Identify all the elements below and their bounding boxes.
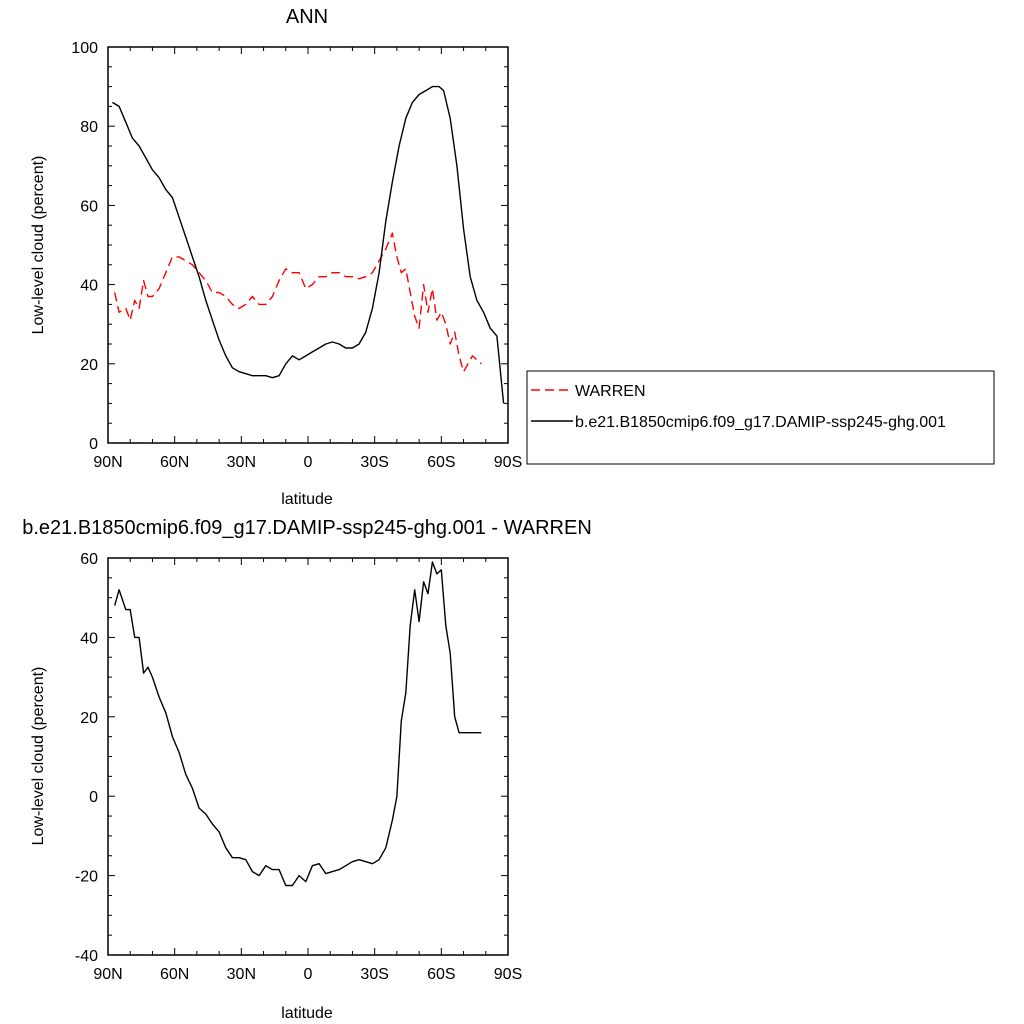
- bottom-x-tick-label: 30S: [360, 966, 388, 983]
- top-x-tick-label: 60N: [160, 454, 189, 471]
- top-y-tick-label: 100: [71, 40, 98, 57]
- bottom-x-axis-label: latitude: [281, 1005, 333, 1022]
- top-x-tick-label: 60S: [427, 454, 455, 471]
- top-series-line-model: [112, 85, 505, 404]
- bottom-x-tick-label: 30N: [227, 966, 256, 983]
- top-tick-labels: 90N 60N 30N 0 30S 60S 90S 0 20 40 60 80 100: [71, 40, 522, 471]
- bottom-y-axis-label: Low-level cloud (percent): [30, 667, 47, 846]
- legend-label-warren: WARREN: [575, 383, 646, 400]
- legend-label-model: b.e21.B1850cmip6.f09_g17.DAMIP-ssp245-gh…: [575, 414, 946, 431]
- bottom-axis-ticks: [107, 557, 509, 956]
- top-x-tick-label: 90N: [93, 454, 122, 471]
- legend: WARREN b.e21.B1850cmip6.f09_g17.DAMIP-ss…: [526, 370, 995, 465]
- bottom-plot-frame: [107, 557, 509, 956]
- top-y-tick-label: 60: [80, 198, 98, 215]
- top-y-tick-label: 20: [80, 357, 98, 374]
- bottom-series-line-difference: [114, 561, 482, 887]
- top-chart-title: ANN: [286, 6, 328, 28]
- top-series-lines: [112, 85, 505, 404]
- bottom-x-tick-label: 0: [304, 966, 313, 983]
- top-x-tick-label: 30S: [360, 454, 388, 471]
- bottom-chart-title: b.e21.B1850cmip6.f09_g17.DAMIP-ssp245-gh…: [22, 517, 592, 539]
- top-y-tick-label: 40: [80, 278, 98, 295]
- legend-box: [526, 370, 995, 465]
- bottom-x-tick-label: 60N: [160, 966, 189, 983]
- top-x-tick-label: 0: [304, 454, 313, 471]
- bottom-series-lines: [114, 561, 482, 887]
- bottom-y-tick-label: 20: [80, 710, 98, 727]
- bottom-y-tick-label: 40: [80, 630, 98, 647]
- bottom-panel: b.e21.B1850cmip6.f09_g17.DAMIP-ssp245-gh…: [22, 517, 592, 1022]
- top-x-axis-label: latitude: [281, 491, 333, 508]
- bottom-x-tick-label: 90S: [494, 966, 522, 983]
- top-x-tick-label: 30N: [227, 454, 256, 471]
- bottom-y-tick-label: -20: [75, 869, 98, 886]
- top-panel: ANN Low-level cloud (percent) latitude 9…: [30, 6, 522, 508]
- top-y-tick-label: 80: [80, 119, 98, 136]
- bottom-y-tick-label: 60: [80, 551, 98, 568]
- top-x-tick-label: 90S: [494, 454, 522, 471]
- top-plot-frame: [107, 46, 509, 444]
- bottom-y-tick-label: -40: [75, 948, 98, 965]
- bottom-y-tick-label: 0: [89, 789, 98, 806]
- bottom-x-tick-label: 90N: [93, 966, 122, 983]
- top-y-axis-label: Low-level cloud (percent): [30, 156, 47, 335]
- top-y-tick-label: 0: [89, 436, 98, 453]
- bottom-x-tick-label: 60S: [427, 966, 455, 983]
- bottom-tick-labels: 90N 60N 30N 0 30S 60S 90S -40 -20 0 20 40 60: [75, 551, 522, 983]
- top-series-line-warren: [114, 232, 482, 373]
